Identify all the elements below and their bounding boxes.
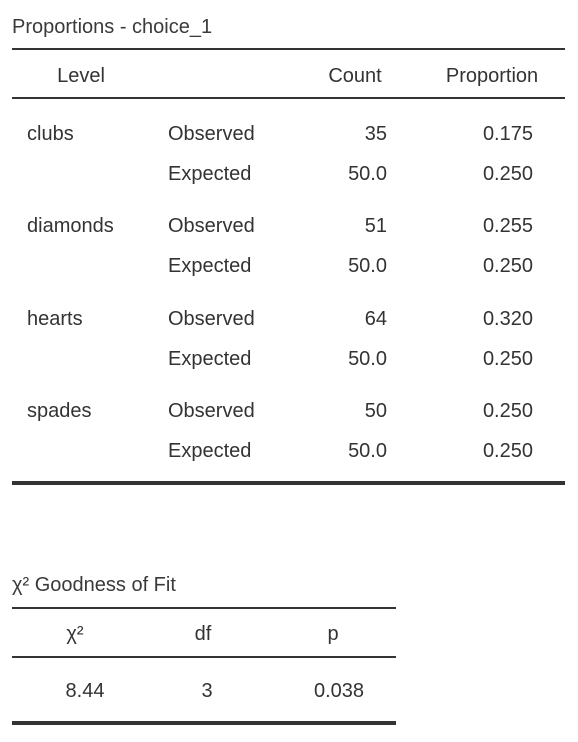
proportion-cell: 0.250 [482,439,533,462]
proportion-cell: 0.175 [482,123,533,145]
table-bottom-rule [12,721,396,725]
column-header: Proportion [445,65,539,87]
level-label: hearts [27,307,83,330]
table-top-rule [12,48,565,50]
row-type: Expected [168,439,252,462]
proportion-cell: 0.250 [482,255,533,278]
level-label: diamonds [27,215,114,238]
column-header: Level [57,65,105,87]
row-type: Expected [168,255,252,278]
table-title: Proportions - choice_1 [12,16,213,38]
table-bottom-rule [12,481,565,485]
proportion-cell: 0.250 [482,399,533,422]
table-header-rule [12,97,565,99]
proportion-cell: 0.250 [482,347,533,370]
column-header: p [327,623,339,645]
row-type: Expected [168,347,252,370]
row-type: Observed [168,399,255,422]
level-label: spades [27,399,92,422]
row-type: Observed [168,307,255,330]
count-cell: 50.0 [348,439,387,462]
table-top-rule [12,607,396,609]
table-header-rule [12,656,396,658]
stat-cell: 0.038 [313,680,365,702]
count-cell: 35 [364,123,387,145]
column-header: df [194,623,212,645]
stat-cell: 3 [201,680,213,702]
level-label: clubs [27,123,74,145]
table-title: χ² Goodness of Fit [12,574,176,596]
proportion-cell: 0.255 [482,215,533,238]
count-cell: 50.0 [348,163,387,185]
count-cell: 64 [364,307,387,330]
count-cell: 51 [364,215,387,238]
count-cell: 50 [364,399,387,422]
column-header: Count [328,65,382,87]
count-cell: 50.0 [348,347,387,370]
proportion-cell: 0.320 [482,307,533,330]
row-type: Observed [168,123,255,145]
column-header: χ² [66,623,84,645]
count-cell: 50.0 [348,255,387,278]
row-type: Observed [168,215,255,238]
row-type: Expected [168,163,252,185]
proportion-cell: 0.250 [482,163,533,185]
stat-cell: 8.44 [65,680,105,702]
